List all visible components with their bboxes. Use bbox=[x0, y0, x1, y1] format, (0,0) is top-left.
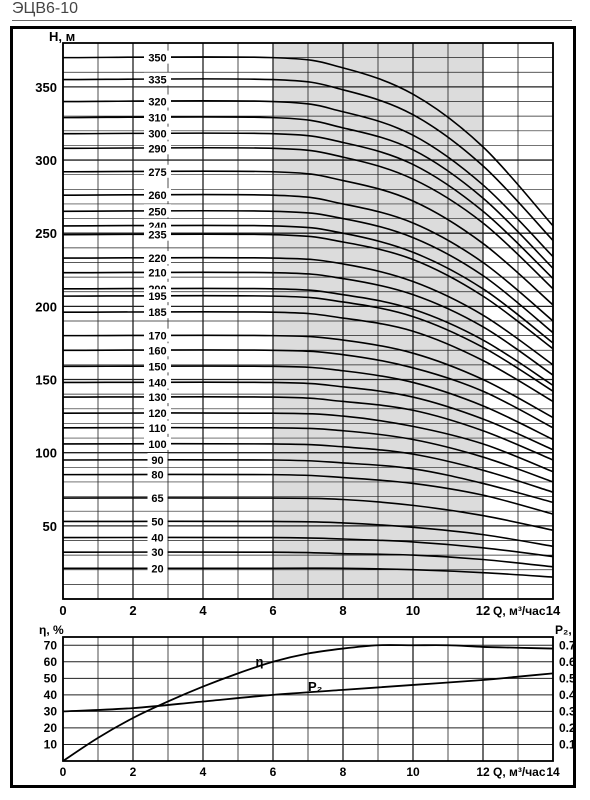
svg-text:100: 100 bbox=[35, 446, 57, 461]
svg-text:290: 290 bbox=[148, 143, 166, 155]
svg-text:185: 185 bbox=[148, 307, 166, 319]
svg-text:60: 60 bbox=[44, 655, 58, 669]
svg-text:220: 220 bbox=[148, 253, 166, 265]
svg-text:50: 50 bbox=[151, 516, 163, 528]
svg-text:65: 65 bbox=[151, 493, 163, 505]
svg-text:2: 2 bbox=[130, 765, 137, 779]
svg-text:80: 80 bbox=[151, 470, 163, 482]
chart-svg: 0246810121450100150200250300350H, мQ, м³… bbox=[13, 29, 573, 785]
svg-text:6: 6 bbox=[269, 603, 276, 618]
svg-text:0.60: 0.60 bbox=[559, 655, 573, 669]
svg-text:50: 50 bbox=[44, 671, 58, 685]
svg-text:8: 8 bbox=[339, 603, 346, 618]
svg-text:10: 10 bbox=[406, 603, 420, 618]
svg-text:160: 160 bbox=[148, 345, 166, 357]
svg-text:P₂: P₂ bbox=[308, 679, 323, 694]
svg-text:300: 300 bbox=[35, 153, 57, 168]
svg-text:40: 40 bbox=[151, 533, 163, 545]
chart-frame: 0246810121450100150200250300350H, мQ, м³… bbox=[10, 26, 576, 788]
svg-text:14: 14 bbox=[546, 765, 560, 779]
svg-text:12: 12 bbox=[476, 765, 490, 779]
svg-text:30: 30 bbox=[44, 704, 58, 718]
svg-text:100: 100 bbox=[148, 439, 166, 451]
svg-text:0.50: 0.50 bbox=[559, 671, 573, 685]
svg-text:110: 110 bbox=[149, 423, 167, 435]
svg-text:Q, м³/час: Q, м³/час bbox=[493, 765, 546, 779]
svg-text:320: 320 bbox=[148, 97, 166, 109]
svg-text:0: 0 bbox=[60, 765, 67, 779]
svg-text:P₂, кВт: P₂, кВт bbox=[555, 623, 573, 637]
svg-text:70: 70 bbox=[44, 638, 58, 652]
svg-text:90: 90 bbox=[151, 455, 163, 467]
svg-text:12: 12 bbox=[476, 603, 490, 618]
svg-text:0.10: 0.10 bbox=[559, 737, 573, 751]
svg-text:250: 250 bbox=[148, 206, 166, 218]
svg-text:250: 250 bbox=[35, 226, 57, 241]
svg-text:4: 4 bbox=[199, 603, 207, 618]
svg-text:0.70: 0.70 bbox=[559, 638, 573, 652]
svg-text:η: η bbox=[256, 654, 264, 669]
svg-text:350: 350 bbox=[148, 53, 166, 65]
svg-text:10: 10 bbox=[44, 737, 58, 751]
svg-text:8: 8 bbox=[340, 765, 347, 779]
svg-text:120: 120 bbox=[148, 408, 166, 420]
svg-text:150: 150 bbox=[35, 373, 57, 388]
svg-text:195: 195 bbox=[148, 291, 166, 303]
svg-text:235: 235 bbox=[148, 230, 166, 242]
svg-text:300: 300 bbox=[148, 129, 166, 141]
svg-text:4: 4 bbox=[200, 765, 207, 779]
svg-text:0: 0 bbox=[59, 603, 66, 618]
svg-text:0.30: 0.30 bbox=[559, 704, 573, 718]
svg-text:η, %: η, % bbox=[39, 623, 64, 637]
svg-text:10: 10 bbox=[406, 765, 420, 779]
svg-text:20: 20 bbox=[151, 563, 163, 575]
svg-text:210: 210 bbox=[148, 268, 166, 280]
svg-text:140: 140 bbox=[148, 377, 166, 389]
svg-text:H, м: H, м bbox=[49, 29, 75, 44]
svg-text:0.40: 0.40 bbox=[559, 688, 573, 702]
svg-text:30: 30 bbox=[151, 547, 163, 559]
svg-text:200: 200 bbox=[35, 299, 57, 314]
svg-text:20: 20 bbox=[44, 721, 58, 735]
svg-text:150: 150 bbox=[148, 361, 166, 373]
svg-text:40: 40 bbox=[44, 688, 58, 702]
chart-title: ЭЦВ6-10 bbox=[12, 0, 572, 21]
svg-text:130: 130 bbox=[148, 392, 166, 404]
svg-text:2: 2 bbox=[129, 603, 136, 618]
svg-text:0.20: 0.20 bbox=[559, 721, 573, 735]
svg-text:335: 335 bbox=[148, 75, 166, 87]
svg-text:50: 50 bbox=[43, 519, 57, 534]
svg-text:275: 275 bbox=[148, 167, 166, 179]
svg-text:350: 350 bbox=[35, 80, 57, 95]
svg-text:Q, м³/час: Q, м³/час bbox=[493, 604, 546, 618]
svg-text:310: 310 bbox=[148, 113, 166, 125]
svg-text:170: 170 bbox=[148, 331, 166, 343]
svg-text:14: 14 bbox=[546, 603, 561, 618]
svg-text:260: 260 bbox=[148, 190, 166, 202]
svg-text:6: 6 bbox=[270, 765, 277, 779]
